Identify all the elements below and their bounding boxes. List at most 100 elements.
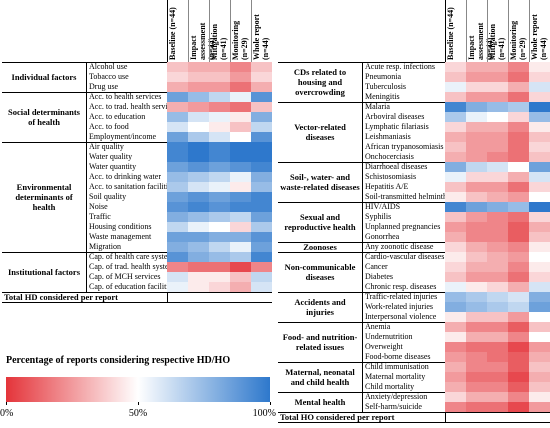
- heat-cell: [209, 142, 230, 152]
- heat-cell: [508, 182, 529, 192]
- heat-cell: [466, 402, 487, 412]
- heat-cell: [188, 72, 209, 82]
- heat-cell: [251, 142, 272, 152]
- heat-cell: [487, 222, 508, 232]
- heat-cell: [445, 242, 466, 252]
- heat-cell: [466, 382, 487, 392]
- group-rule: [278, 392, 550, 393]
- heat-cell: [487, 372, 508, 382]
- row-label: Pneumonia: [365, 72, 401, 81]
- group-rule: [278, 162, 550, 163]
- heat-cell: [487, 92, 508, 102]
- heat-cell: [487, 182, 508, 192]
- row-label: Gonorrhea: [365, 232, 400, 241]
- column-header: Impact assessment (n=44): [189, 22, 216, 60]
- heat-cell: [487, 342, 508, 352]
- heat-cell: [445, 92, 466, 102]
- heat-cell: [508, 92, 529, 102]
- heat-cell: [188, 192, 209, 202]
- heat-cell: [508, 342, 529, 352]
- heat-cell: [209, 122, 230, 132]
- heat-cell: [167, 142, 188, 152]
- row-label: Waste management: [89, 232, 152, 241]
- group-rule: [278, 242, 550, 243]
- heat-cell: [251, 72, 272, 82]
- heat-cell: [167, 152, 188, 162]
- column-header: Baseline (n=44): [168, 7, 177, 60]
- heat-cell: [487, 352, 508, 362]
- heat-cell: [529, 332, 550, 342]
- heat-cell: [529, 242, 550, 252]
- heat-cell: [251, 102, 272, 112]
- heat-cell: [529, 82, 550, 92]
- legend-title: Percentage of reports considering respec…: [6, 355, 231, 366]
- heat-cell: [167, 112, 188, 122]
- heat-cell: [188, 132, 209, 142]
- heat-cell: [529, 202, 550, 212]
- row-label: Acc. to drinking water: [89, 172, 161, 181]
- heat-cell: [445, 172, 466, 182]
- colorbar: [6, 377, 270, 402]
- heat-cell: [230, 152, 251, 162]
- heat-cell: [188, 92, 209, 102]
- heat-cell: [445, 192, 466, 202]
- heat-cell: [188, 252, 209, 262]
- heat-cell: [487, 272, 508, 282]
- row-label: Hepatitis A/E: [365, 182, 409, 191]
- column-header: Mitigation (n=41): [210, 24, 228, 60]
- heat-cell: [508, 232, 529, 242]
- heat-cell: [209, 242, 230, 252]
- heat-cell: [251, 182, 272, 192]
- heat-cell: [209, 112, 230, 122]
- heat-cell: [230, 232, 251, 242]
- heat-cell: [167, 252, 188, 262]
- heat-cell: [167, 242, 188, 252]
- heat-cell: [529, 122, 550, 132]
- heat-cell: [529, 222, 550, 232]
- group-label: Environmental determinants of health: [2, 142, 87, 252]
- heat-cell: [445, 282, 466, 292]
- heat-cell: [188, 262, 209, 272]
- heat-cell: [487, 102, 508, 112]
- heat-cell: [209, 172, 230, 182]
- column-header: Whole report (n=44): [530, 14, 548, 60]
- heat-cell: [466, 82, 487, 92]
- group-label: Vector-related diseases: [278, 102, 363, 162]
- group-label: CDs related to housing and overcrowding: [278, 62, 363, 102]
- heat-cell: [466, 112, 487, 122]
- heat-cell: [529, 132, 550, 142]
- heat-cell: [529, 162, 550, 172]
- heat-cell: [508, 292, 529, 302]
- heat-cell: [508, 332, 529, 342]
- heat-cell: [445, 202, 466, 212]
- heat-cell: [167, 72, 188, 82]
- heat-cell: [508, 212, 529, 222]
- group-label: Soil-, water- and waste-related diseases: [278, 162, 363, 202]
- heat-cell: [445, 142, 466, 152]
- heat-cell: [188, 152, 209, 162]
- heat-cell: [251, 162, 272, 172]
- heat-cell: [251, 282, 272, 292]
- heat-cell: [445, 302, 466, 312]
- heat-cell: [508, 392, 529, 402]
- heat-cell: [466, 332, 487, 342]
- heat-cell: [466, 242, 487, 252]
- heat-cell: [188, 272, 209, 282]
- heat-cell: [466, 92, 487, 102]
- heat-cell: [445, 232, 466, 242]
- heat-cell: [445, 182, 466, 192]
- heat-cell: [466, 212, 487, 222]
- row-label: HIV/AIDS: [365, 202, 401, 211]
- row-label: Acc. to trad. health services: [89, 102, 167, 111]
- heat-cell: [167, 62, 188, 72]
- group-rule: [278, 322, 550, 323]
- heat-cell: [445, 162, 466, 172]
- heat-cell: [209, 72, 230, 82]
- heat-cell: [445, 112, 466, 122]
- column-header: Monitoring (n=29): [231, 20, 249, 60]
- heat-cell: [508, 312, 529, 322]
- heat-cell: [487, 302, 508, 312]
- heat-cell: [445, 62, 466, 72]
- heat-cell: [209, 132, 230, 142]
- heat-cell: [230, 282, 251, 292]
